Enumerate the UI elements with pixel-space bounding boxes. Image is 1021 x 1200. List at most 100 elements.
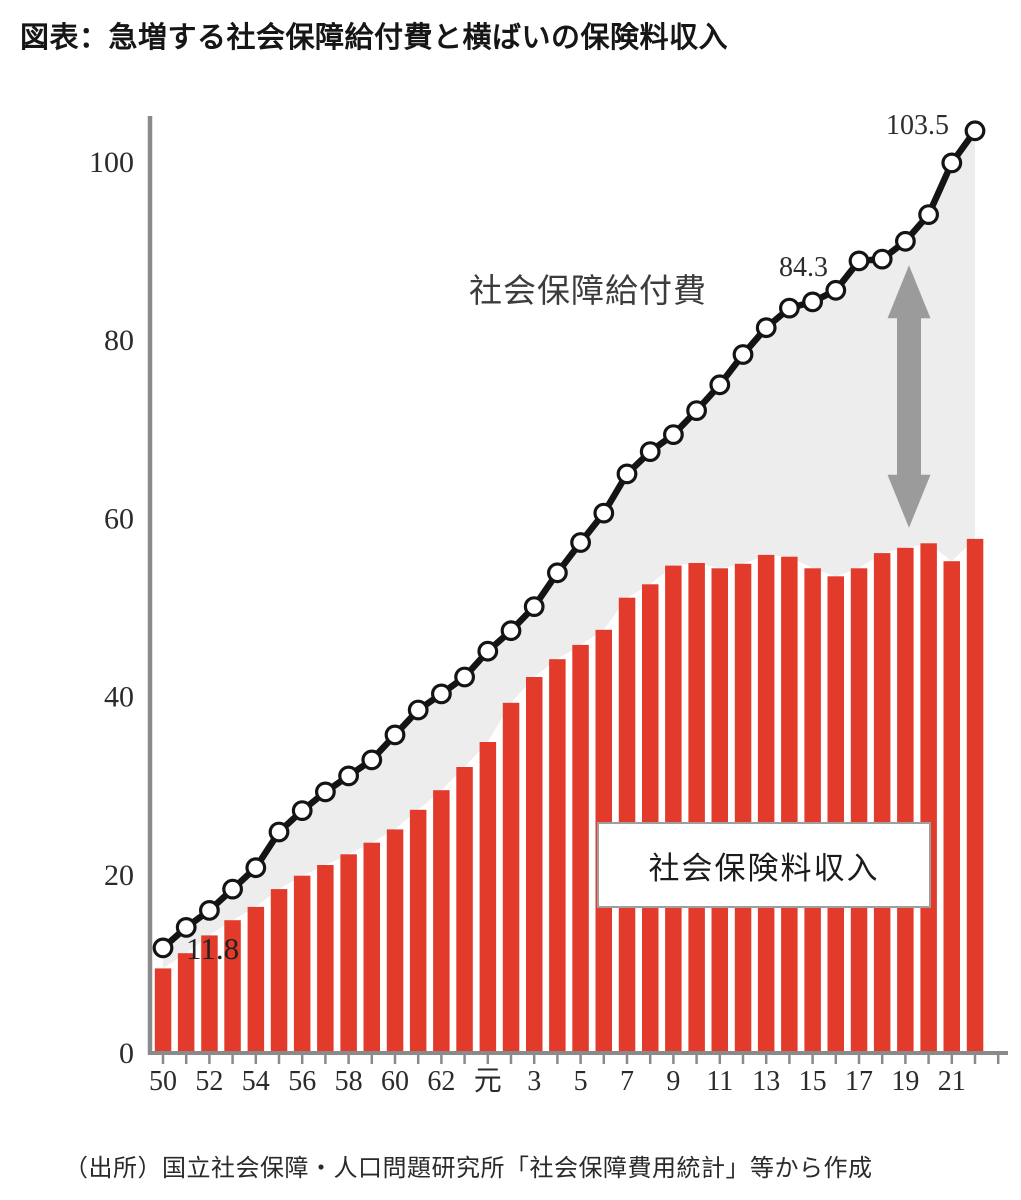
line-marker	[454, 666, 476, 688]
line-marker	[245, 857, 267, 879]
bar	[363, 842, 380, 1053]
bar	[850, 568, 868, 1053]
bar	[502, 702, 520, 1053]
x-tick-label: 元	[474, 1066, 502, 1097]
bar	[920, 543, 937, 1053]
line-marker	[639, 441, 661, 463]
x-tick-label: 54	[242, 1066, 270, 1097]
bar	[757, 554, 775, 1053]
line-marker	[477, 640, 499, 662]
x-tick-label: 56	[288, 1066, 316, 1097]
x-tick-label: 9	[666, 1066, 680, 1097]
bar	[711, 568, 728, 1053]
x-tick-label: 21	[938, 1066, 966, 1097]
line-marker	[175, 917, 197, 938]
line-marker	[431, 683, 452, 705]
line-marker	[593, 502, 615, 524]
line-marker	[848, 250, 870, 272]
bar	[224, 920, 241, 1053]
premiums-bar-label: 社会保険料収入	[648, 850, 880, 886]
line-marker	[779, 297, 800, 319]
line-marker	[222, 878, 244, 900]
y-tick-label: 60	[104, 502, 134, 535]
annotation-last-value: 103.5	[886, 110, 949, 141]
x-tick-label: 17	[845, 1066, 873, 1097]
bar	[456, 767, 473, 1053]
bar	[201, 935, 218, 1053]
premiums-label-box: 社会保険料収入	[597, 822, 931, 908]
line-marker	[964, 120, 986, 142]
x-tick-label: 13	[752, 1066, 780, 1097]
line-marker	[338, 765, 360, 787]
source-note: （出所）国立社会保障・人口問題研究所「社会保障費用統計」等から作成	[64, 1155, 873, 1182]
x-tick-label: 15	[799, 1066, 827, 1097]
line-marker	[871, 248, 893, 270]
y-tick-label: 100	[89, 146, 134, 179]
bar	[642, 584, 659, 1053]
line-marker	[315, 781, 336, 803]
x-tick-label: 11	[706, 1066, 733, 1097]
chart-title: 図表：急増する社会保障給付費と横ばいの保険料収入	[20, 22, 729, 54]
line-marker	[802, 291, 823, 313]
bar	[549, 659, 566, 1053]
line-marker	[198, 900, 220, 921]
x-tick-label: 62	[427, 1066, 455, 1097]
line-marker	[918, 204, 939, 226]
line-marker	[732, 344, 754, 365]
bar	[943, 561, 960, 1053]
bar	[154, 968, 172, 1053]
x-tick-label: 52	[195, 1066, 223, 1097]
line-marker	[941, 152, 963, 174]
line-marker	[500, 620, 522, 642]
y-tick-label: 20	[104, 859, 134, 892]
bar	[270, 889, 288, 1053]
line-marker	[407, 699, 429, 721]
x-tick-label: 60	[381, 1066, 409, 1097]
line-marker	[755, 317, 777, 339]
line-marker	[825, 279, 847, 301]
annotation-first-value: 11.8	[186, 931, 240, 966]
line-marker	[361, 749, 383, 771]
line-marker	[268, 821, 290, 843]
line-marker	[616, 463, 638, 485]
line-marker	[895, 230, 916, 252]
y-tick-label: 40	[104, 681, 134, 714]
y-tick-label: 0	[119, 1037, 134, 1070]
line-marker	[570, 532, 591, 553]
gap-area-fill	[163, 130, 975, 969]
bar	[665, 565, 682, 1053]
benefits-line-label: 社会保障給付費	[469, 272, 707, 309]
bar	[340, 854, 357, 1053]
bar	[386, 829, 404, 1053]
x-tick-label: 5	[574, 1066, 588, 1097]
bar	[873, 553, 891, 1053]
bar	[966, 538, 984, 1053]
bar	[177, 953, 195, 1053]
line-marker	[663, 424, 684, 446]
x-tick-label: 58	[335, 1066, 363, 1097]
bar	[827, 576, 844, 1053]
gap-arrow	[887, 265, 931, 528]
line-marker	[523, 596, 545, 617]
x-tick-label: 50	[149, 1066, 177, 1097]
bar	[433, 790, 450, 1053]
x-tick-label: 7	[620, 1066, 634, 1097]
bar	[317, 865, 334, 1053]
bar	[897, 547, 914, 1053]
bar	[804, 568, 821, 1053]
annotation-mid-value: 84.3	[779, 252, 828, 283]
bar	[409, 809, 427, 1053]
bar	[572, 644, 589, 1053]
bar	[781, 556, 798, 1053]
line-marker	[547, 562, 568, 584]
line-marker	[291, 800, 313, 821]
bar	[247, 906, 265, 1053]
bar	[479, 742, 497, 1053]
line-marker	[384, 724, 406, 746]
bar	[734, 563, 752, 1053]
x-tick-label: 3	[527, 1066, 541, 1097]
bar	[688, 563, 705, 1053]
bar	[526, 677, 543, 1053]
